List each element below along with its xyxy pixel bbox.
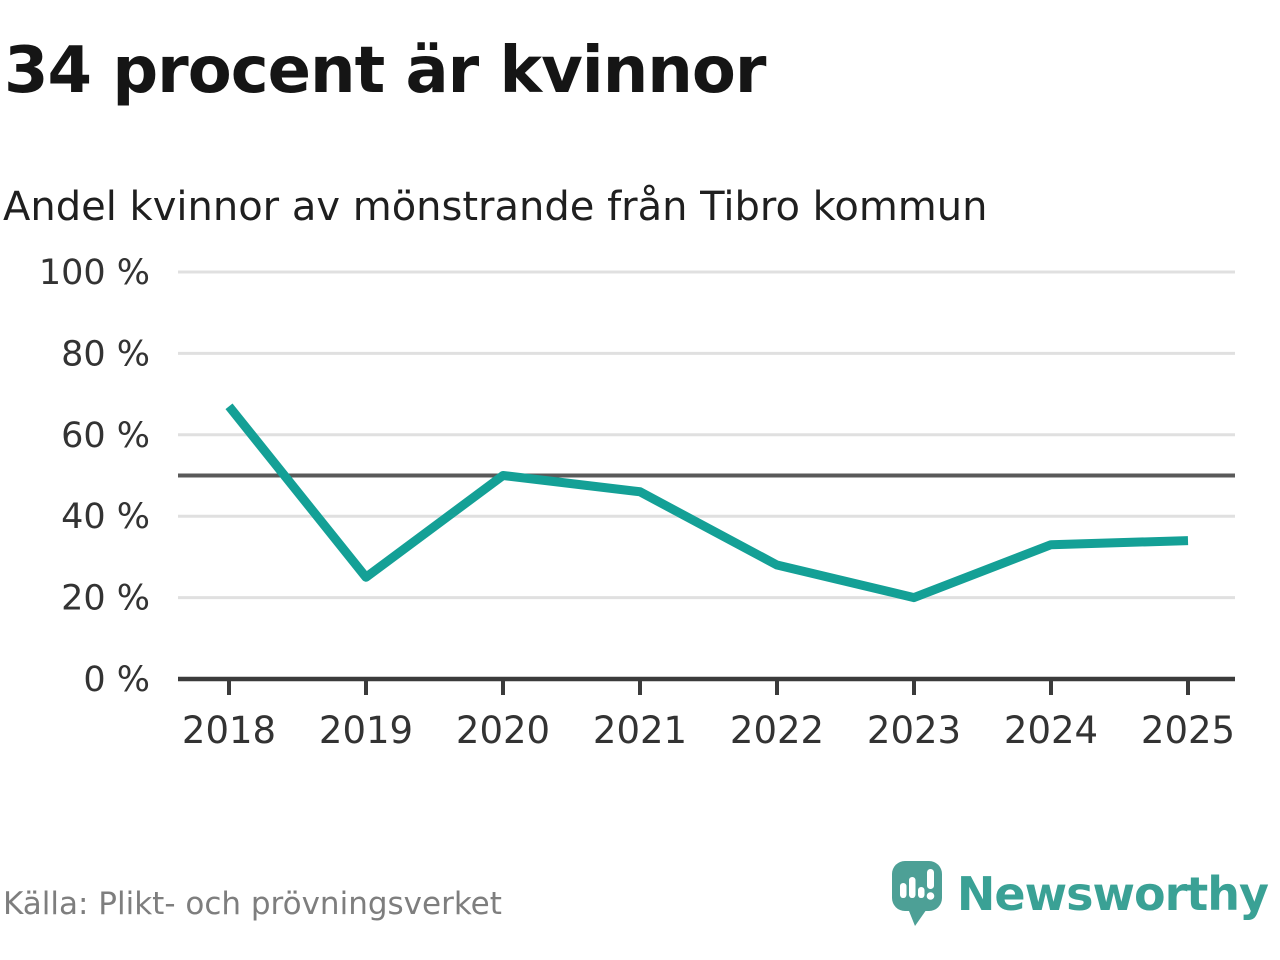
newsworthy-logo: Newsworthy xyxy=(891,858,1269,930)
y-tick-label: 100 % xyxy=(39,253,150,293)
x-tick-label: 2023 xyxy=(867,709,961,752)
x-tick-label: 2022 xyxy=(730,709,824,752)
x-tick-label: 2019 xyxy=(319,709,413,752)
x-tick-label: 2018 xyxy=(182,709,276,752)
x-tick-label: 2021 xyxy=(593,709,687,752)
y-tick-label: 0 % xyxy=(83,660,150,700)
y-tick-label: 60 % xyxy=(61,416,150,456)
y-tick-label: 80 % xyxy=(61,334,150,374)
y-tick-label: 40 % xyxy=(61,497,150,537)
x-tick-label: 2020 xyxy=(456,709,550,752)
data-line-series xyxy=(225,403,1189,603)
source-note: Källa: Plikt- och prövningsverket xyxy=(3,886,502,922)
logo-speech-bubble-barchart-icon xyxy=(891,861,942,926)
chart-subtitle: Andel kvinnor av mönstrande från Tibro k… xyxy=(3,184,988,230)
newsworthy-wordmark: Newsworthy xyxy=(956,867,1269,921)
y-tick-label: 20 % xyxy=(61,579,150,619)
x-tick-label: 2025 xyxy=(1141,709,1235,752)
page-title: 34 procent är kvinnor xyxy=(4,34,766,108)
x-tick-label: 2024 xyxy=(1004,709,1098,752)
